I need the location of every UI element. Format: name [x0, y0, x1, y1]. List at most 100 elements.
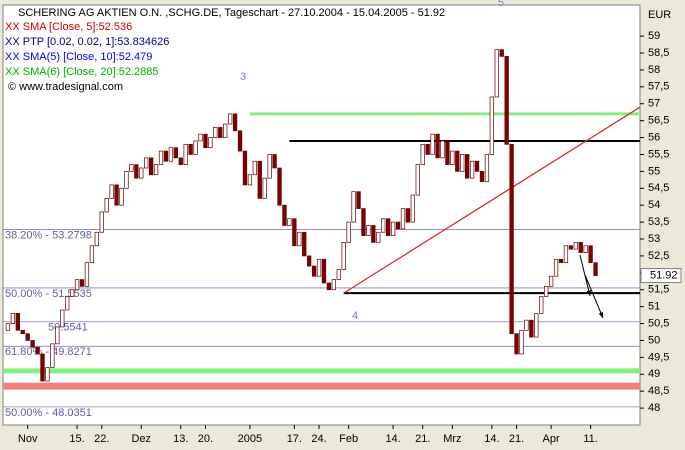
- arrow-head: [586, 290, 591, 296]
- candle-body: [203, 133, 208, 149]
- y-tick-label: 48,5: [648, 385, 669, 397]
- legend-entry: XX SMA(6) [Close, 20]:52.2885: [5, 66, 158, 78]
- candle-body: [69, 289, 75, 297]
- candle-body: [183, 143, 188, 165]
- level-label: 38.20% - 53.2798: [5, 229, 92, 241]
- level-label: 50.00% - 48.0351: [5, 407, 92, 419]
- candle-body: [30, 340, 35, 348]
- candle-body: [361, 208, 366, 236]
- candle-body: [213, 127, 218, 138]
- candle-body: [94, 231, 99, 247]
- x-tick-label: 15.: [69, 433, 84, 445]
- candle-body: [153, 164, 159, 176]
- candle-body: [79, 279, 85, 287]
- candle-body: [45, 367, 50, 382]
- candle-body: [326, 282, 332, 291]
- candle-body: [311, 265, 317, 277]
- wave-label: 4: [352, 310, 358, 322]
- candle-body: [208, 137, 213, 149]
- candle-body: [371, 225, 376, 243]
- x-tick-label: 14.: [484, 433, 499, 445]
- candle-body: [529, 319, 534, 338]
- candle-body: [405, 208, 411, 223]
- candle-body: [302, 231, 307, 257]
- candle-body: [420, 143, 425, 165]
- y-tick-label: 49,5: [648, 351, 669, 363]
- candle-body: [99, 211, 104, 233]
- candle-body: [474, 160, 480, 172]
- candle-body: [257, 160, 262, 199]
- candle-body: [297, 231, 302, 247]
- candle-body: [553, 258, 559, 277]
- y-tick-label: 52,5: [648, 250, 669, 262]
- candle-body: [341, 242, 346, 270]
- candle-body: [15, 313, 20, 331]
- candle-body: [356, 191, 361, 209]
- legend-entry: XX PTP [0.02, 0.02, 1]:53.834626: [5, 36, 169, 48]
- y-tick-label: 50: [648, 334, 660, 346]
- candle-body: [573, 242, 578, 250]
- wave-label: 3: [240, 71, 246, 83]
- candle-body: [568, 245, 574, 250]
- candle-body: [494, 49, 499, 98]
- y-tick-label: 55: [648, 165, 660, 177]
- x-tick-label: Mrz: [443, 433, 461, 445]
- candle-body: [346, 221, 351, 243]
- candle-body: [460, 154, 465, 172]
- candle-body: [331, 279, 336, 291]
- candle-body: [430, 133, 435, 155]
- arrow: [584, 274, 604, 319]
- candle-body: [410, 194, 416, 223]
- candle-body: [134, 164, 139, 179]
- legend-entry: XX SMA(5) [Close, 10]:52.479: [5, 51, 152, 63]
- x-tick-label: 21.: [415, 433, 430, 445]
- candle-body: [40, 353, 45, 382]
- candle-body: [499, 49, 504, 57]
- title: SCHERING AG AKTIEN O.N. ,SCHG.DE, Tagesc…: [18, 7, 445, 19]
- candle-body: [381, 218, 386, 233]
- x-tick-label: 17.: [287, 433, 302, 445]
- x-tick-label: 22.: [94, 433, 109, 445]
- y-tick-label: 56: [648, 131, 660, 143]
- candle-body: [336, 269, 341, 280]
- candle-body: [514, 333, 519, 355]
- candle-body: [74, 279, 80, 291]
- y-tick-label: 55,5: [648, 148, 669, 160]
- candle-body: [400, 208, 406, 230]
- x-tick-label: Nov: [18, 433, 38, 445]
- level-label: 50.5541: [48, 322, 88, 334]
- candle-body: [450, 150, 455, 165]
- candle-body: [20, 329, 25, 335]
- candle-body: [469, 160, 475, 179]
- candle-body: [25, 333, 30, 341]
- candle-body: [544, 286, 549, 297]
- candle-body: [232, 113, 238, 132]
- y-tick-label: 58: [648, 64, 660, 76]
- y-tick-label: 48: [648, 402, 660, 414]
- y-tick-label: 57: [648, 98, 660, 110]
- plot-area: [2, 4, 641, 426]
- candle-body: [509, 143, 514, 335]
- x-tick-label: Dez: [131, 433, 151, 445]
- x-tick-label: Apr: [543, 433, 560, 445]
- candle-body: [558, 258, 564, 264]
- level-label: 61.80% - 49.8271: [5, 346, 92, 358]
- candle-body: [386, 218, 391, 236]
- x-tick-label: 24.: [311, 433, 326, 445]
- candle-body: [455, 150, 460, 172]
- candle-body: [534, 313, 539, 338]
- y-tick-label: 51,5: [648, 284, 669, 296]
- candle-body: [124, 171, 129, 189]
- candle-body: [237, 130, 243, 152]
- x-tick-label: 11.: [583, 433, 597, 445]
- candle-body: [282, 204, 287, 226]
- candle-body: [247, 174, 253, 186]
- trend-line: [343, 106, 641, 294]
- wave-label: 5: [498, 0, 504, 9]
- candle-body: [489, 96, 495, 155]
- y-tick-label: 54,5: [648, 182, 669, 194]
- candle-body: [366, 225, 371, 236]
- x-tick-label: 20.: [198, 433, 213, 445]
- candle-body: [277, 167, 282, 206]
